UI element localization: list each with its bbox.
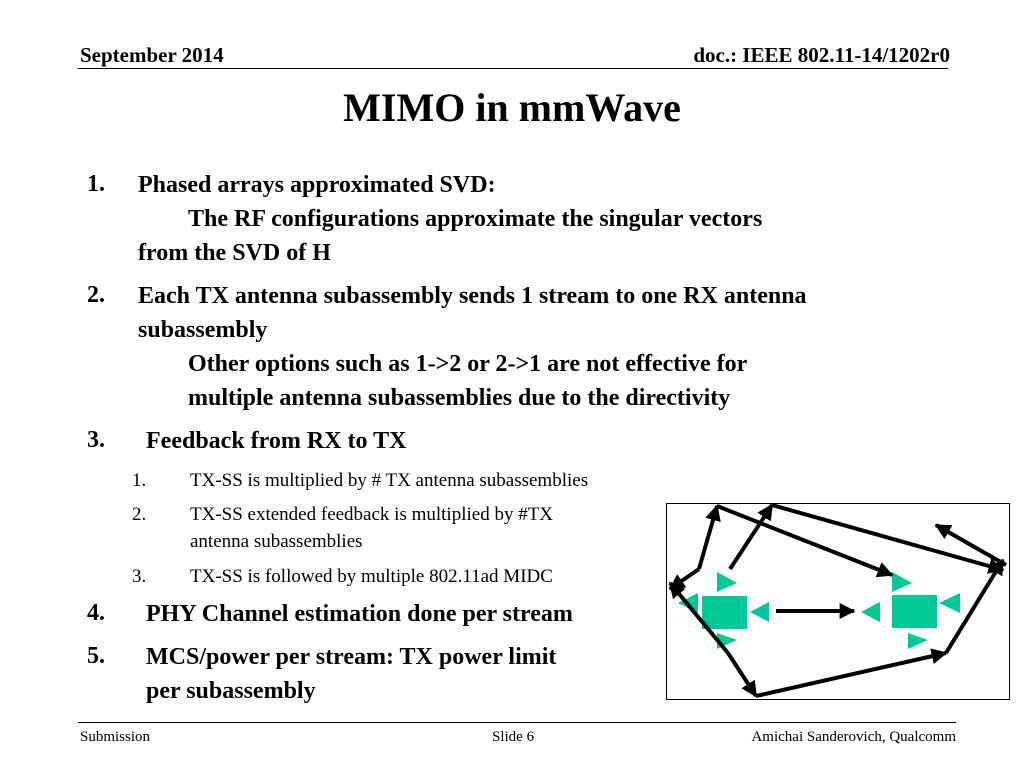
- header-doc-id: doc.: IEEE 802.11-14/1202r0: [693, 43, 950, 67]
- list-number-5: 5.: [87, 643, 105, 669]
- path-arrow: [728, 503, 774, 571]
- path-arrow: [771, 503, 1005, 574]
- list-item-1-sub-cont: from the SVD of H: [138, 240, 331, 266]
- list-item-3: Feedback from RX to TX: [146, 428, 407, 454]
- list-item-2-sub-cont: multiple antenna subassemblies due to th…: [188, 385, 731, 411]
- header-rule: [78, 68, 948, 69]
- footer-submission: Submission: [80, 729, 151, 745]
- slide-title: MIMO in mmWave: [343, 85, 681, 130]
- path-arrow: [934, 523, 1007, 567]
- footer-slide-number: Slide 6: [492, 729, 535, 745]
- footer-author: Amichai Sanderovich, Qualcomm: [751, 729, 956, 745]
- header-date: September 2014: [80, 43, 224, 67]
- sublist-number-2: 2.: [132, 504, 147, 525]
- list-item-2: Each TX antenna subassembly sends 1 stre…: [138, 283, 807, 309]
- list-item-2-cont: subassembly: [138, 317, 268, 343]
- list-item-4: PHY Channel estimation done per stream: [146, 601, 573, 627]
- list-number-4: 4.: [87, 600, 105, 626]
- path-arrow: [716, 504, 894, 578]
- sublist-number-3: 3.: [132, 566, 147, 587]
- list-item-1: Phased arrays approximated SVD:: [138, 172, 496, 198]
- footer-rule: [78, 722, 956, 723]
- list-item-5-cont: per subassembly: [146, 678, 316, 704]
- list-number-2: 2.: [87, 282, 105, 308]
- list-item-1-sub: The RF configurations approximate the si…: [188, 206, 763, 232]
- multipath-arrows: [668, 503, 1007, 698]
- list-item-5: MCS/power per stream: TX power limit: [146, 644, 557, 670]
- sublist-item-2-cont: antenna subassemblies: [190, 531, 363, 552]
- sublist-number-1: 1.: [132, 470, 147, 491]
- path-arrow: [726, 651, 758, 698]
- list-item-2-sub: Other options such as 1->2 or 2->1 are n…: [188, 351, 748, 377]
- sublist-item-3: TX-SS is followed by multiple 802.11ad M…: [190, 566, 553, 587]
- rx-antenna-subassembly: [861, 572, 960, 649]
- list-number-3: 3.: [87, 427, 105, 453]
- sublist-item-2: TX-SS extended feedback is multiplied by…: [190, 504, 554, 525]
- sublist-item-1: TX-SS is multiplied by # TX antenna suba…: [190, 470, 589, 491]
- list-number-1: 1.: [87, 171, 105, 197]
- path-arrow: [697, 504, 721, 570]
- path-arrow: [944, 558, 1005, 655]
- path-arrow: [668, 581, 730, 655]
- mimo-diagram: [666, 503, 1010, 700]
- path-arrow: [755, 648, 948, 698]
